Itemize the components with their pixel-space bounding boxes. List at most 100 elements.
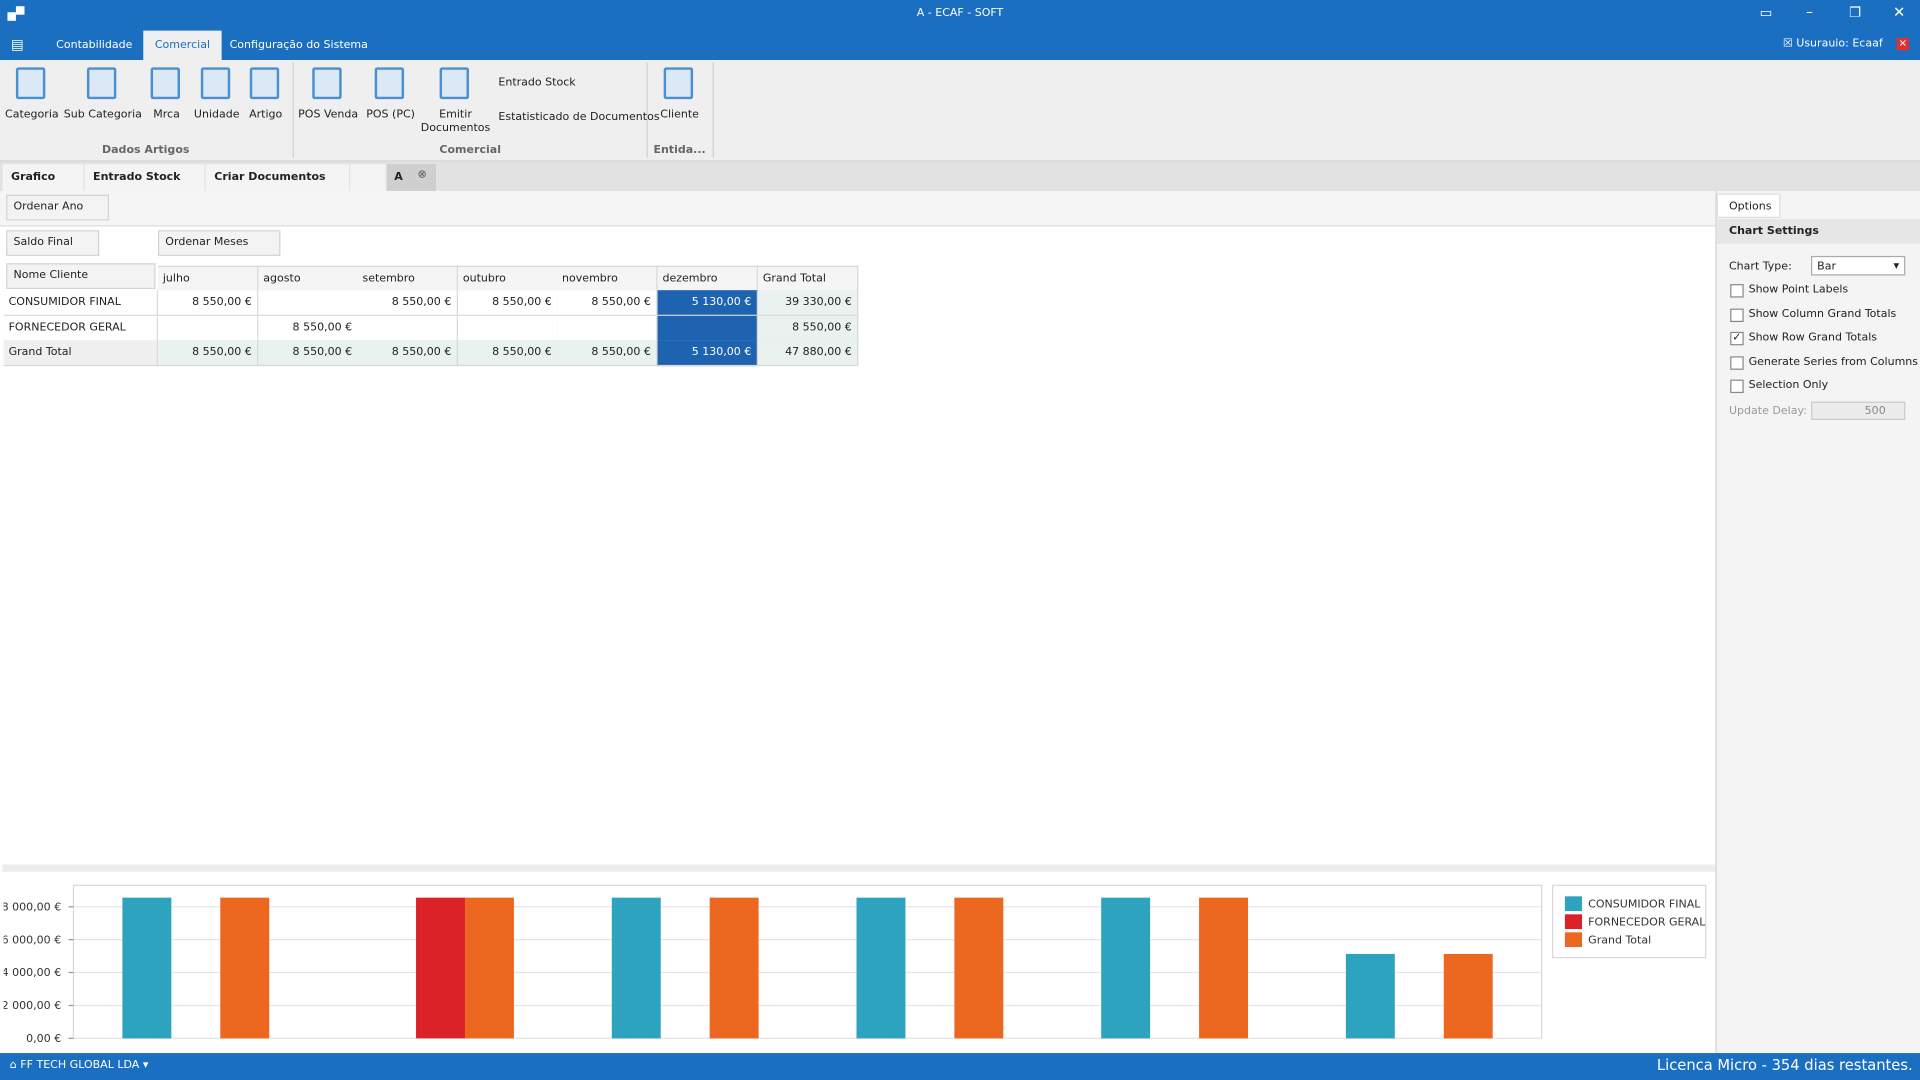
y-tick-label: 4 000,00 €	[4, 966, 62, 979]
restore-button[interactable]: ▭	[1759, 4, 1773, 21]
ribbon-small-button[interactable]: Entrado Stock	[498, 77, 576, 90]
row-header: Grand Total	[3, 340, 158, 367]
ribbon-small-button[interactable]: Estatisticado de Documentos	[498, 111, 660, 124]
row-header: CONSUMIDOR FINAL	[3, 290, 158, 316]
y-tick-label: 6 000,00 €	[4, 933, 62, 946]
ribbon-button[interactable]: Mrca	[153, 108, 180, 122]
bar	[220, 897, 270, 1039]
column-header: novembro	[557, 265, 658, 292]
ribbon-button[interactable]: Cliente	[660, 108, 699, 122]
file-menu[interactable]: ▤	[11, 36, 24, 53]
ribbon-button[interactable]: Emitir Documentos	[420, 108, 491, 135]
company-name: FF TECH GLOBAL LDA	[20, 1059, 140, 1072]
ribbon-group-label: Dados Artigos	[101, 144, 190, 157]
maximize-button[interactable]: ❐	[1848, 4, 1862, 21]
pivot-cell	[157, 315, 258, 342]
user-name: Usurauio: Ecaaf	[1796, 37, 1883, 51]
license-text: Licenca Micro - 354 dias restantes.	[1656, 1056, 1913, 1074]
pivot-cell: 8 550,00 €	[557, 340, 658, 367]
document-tab[interactable]: A	[386, 164, 436, 192]
ribbon-button[interactable]: Categoria	[5, 108, 59, 122]
update-delay-label: Update Delay:	[1728, 405, 1807, 418]
column-header: julho	[157, 265, 258, 292]
tab-spacer	[350, 164, 386, 192]
document-tab[interactable]: Grafico	[2, 164, 84, 192]
pivot-cell: 8 550,00 €	[258, 340, 359, 367]
pivot-cell: 5 130,00 €	[657, 290, 758, 316]
row-field[interactable]: Nome Cliente	[6, 263, 156, 289]
checkbox-label: Selection Only	[1748, 380, 1829, 393]
ribbon-icon	[200, 67, 231, 100]
document-tabs: Grafico Entrado Stock Criar Documentos A ⊗	[0, 161, 1920, 192]
filter-field[interactable]: Ordenar Ano	[6, 194, 109, 221]
y-tick-label: 2 000,00 €	[4, 999, 62, 1012]
bar	[1199, 897, 1249, 1039]
update-delay-input[interactable]: 500	[1811, 401, 1906, 421]
checkbox[interactable]	[1730, 308, 1744, 322]
ribbon-group-label: Comercial	[439, 144, 501, 157]
data-field[interactable]: Saldo Final	[6, 230, 100, 256]
checkbox-label: Show Column Grand Totals	[1748, 308, 1897, 321]
legend-label: CONSUMIDOR FINAL	[1588, 897, 1701, 910]
pivot-cell	[657, 315, 758, 342]
checkbox-label: Show Point Labels	[1748, 284, 1849, 297]
minimize-button[interactable]: –	[1806, 3, 1813, 20]
checkbox[interactable]	[1730, 356, 1744, 370]
column-header: outubro	[457, 265, 558, 292]
legend-swatch	[1564, 896, 1583, 912]
pivot-cell: 8 550,00 €	[157, 340, 258, 367]
legend-swatch	[1564, 914, 1583, 930]
bar	[856, 897, 906, 1039]
ribbon-icon	[86, 67, 117, 100]
pivot-cell: 8 550,00 €	[757, 315, 858, 342]
close-button[interactable]: ✕	[1893, 3, 1906, 21]
pivot-cell	[457, 315, 558, 342]
app-icon	[7, 6, 25, 21]
chart: 0,00 € 2 000,00 € 4 000,00 € 6 000,00 € 8 00…	[4, 884, 1707, 1045]
legend-label: Grand Total	[1588, 933, 1651, 946]
column-header: agosto	[258, 265, 359, 292]
panel-border	[1715, 191, 1717, 1054]
pivot-cell: 8 550,00 €	[457, 340, 558, 367]
tab-close[interactable]: ⊗	[417, 168, 427, 182]
checkbox-label: Show Row Grand Totals	[1748, 332, 1878, 345]
column-header: Grand Total	[757, 265, 858, 292]
menu-tab[interactable]: Configuração do Sistema	[229, 39, 368, 52]
checkbox[interactable]	[1730, 380, 1744, 394]
menu-tab[interactable]: Contabilidade	[56, 39, 133, 52]
logout-button[interactable]: ✕	[1896, 37, 1909, 51]
document-tab[interactable]: Criar Documentos	[205, 164, 349, 192]
pivot-cell: 8 550,00 €	[357, 340, 458, 367]
ribbon-icon	[15, 67, 46, 100]
bar	[1101, 897, 1151, 1039]
ribbon-icon	[439, 67, 469, 100]
ribbon-button[interactable]: Artigo	[249, 108, 283, 122]
bar	[464, 897, 514, 1039]
column-field[interactable]: Ordenar Meses	[157, 230, 281, 256]
ribbon-button[interactable]: POS (PC)	[366, 108, 415, 122]
ribbon-button[interactable]: POS Venda	[298, 108, 359, 122]
bar	[709, 897, 759, 1039]
company-menu[interactable]: ⌂ FF TECH GLOBAL LDA ▾	[9, 1059, 149, 1072]
chart-type-select[interactable]: Bar ▼	[1811, 255, 1906, 276]
options-tab[interactable]: Options	[1716, 193, 1781, 218]
status-bar: ⌂ FF TECH GLOBAL LDA ▾ Licenca Micro - 3…	[0, 1053, 1920, 1080]
checkbox[interactable]	[1730, 284, 1744, 298]
pivot-cell: 39 330,00 €	[757, 290, 858, 316]
column-header: setembro	[357, 265, 458, 292]
pivot-cell: 8 550,00 €	[457, 290, 558, 316]
menu-tab[interactable]: Comercial	[143, 30, 222, 61]
ribbon: Dados Artigos Categoria Sub Categoria Mrca U…	[0, 60, 1920, 162]
ribbon-icon	[374, 67, 405, 100]
ribbon-button[interactable]: Unidade	[193, 108, 240, 122]
checkbox[interactable]: ✓	[1730, 332, 1744, 346]
pivot-cell	[258, 290, 359, 316]
window-title: A - ECAF - SOFT	[916, 7, 1004, 20]
bar	[122, 897, 172, 1039]
dropdown-arrow: ▼	[1893, 262, 1900, 271]
ribbon-button[interactable]: Sub Categoria	[63, 108, 142, 122]
document-tab[interactable]: Entrado Stock	[84, 164, 205, 192]
chart-type-label: Chart Type:	[1728, 260, 1792, 274]
pivot-cell: 8 550,00 €	[258, 315, 359, 342]
chart-type-value: Bar	[1817, 260, 1836, 274]
